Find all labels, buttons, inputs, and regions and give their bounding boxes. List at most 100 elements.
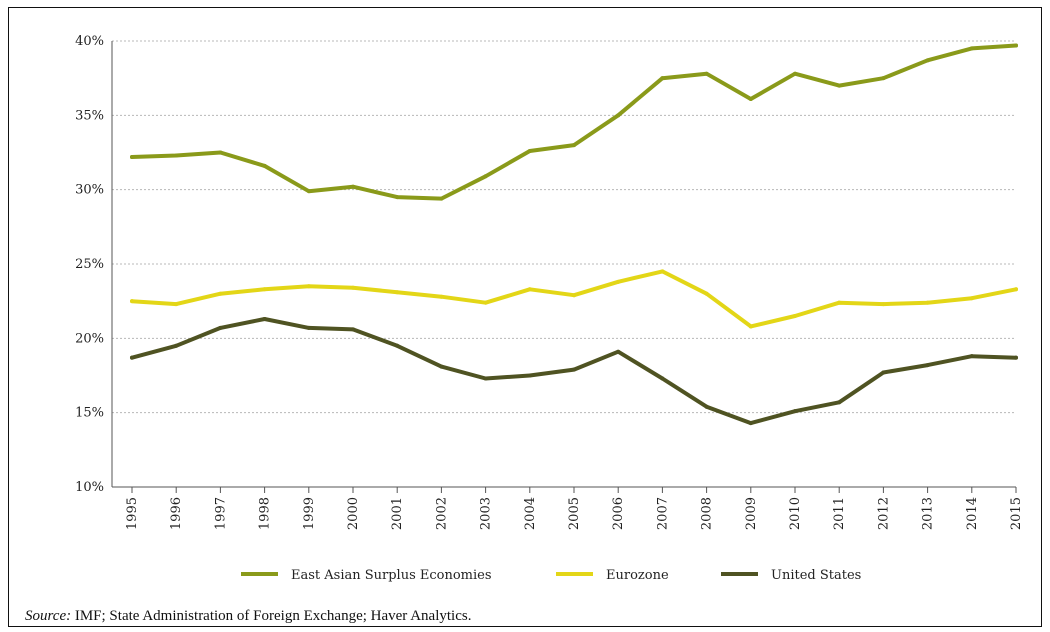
x-tick-label: 2005 [567,497,582,530]
x-tick-label: 2010 [788,497,803,530]
data-point [395,290,400,295]
x-tick-label: 2000 [346,497,361,530]
data-point [1014,43,1018,48]
x-tick-label: 2003 [479,497,494,530]
x-tick-label: 2009 [744,497,759,530]
line-chart: 10% 15% 20% 25% 30% 35% 40% 1995 1996 1997 1998 199… [75,34,1024,583]
data-point [616,349,621,354]
data-point [483,300,488,305]
x-tick-label: 2001 [390,497,405,530]
data-point [262,163,267,168]
data-point [174,343,179,348]
y-tick-label: 30% [75,183,104,198]
x-tick-label: 2004 [523,497,538,530]
x-tick-label: 2007 [655,497,670,530]
data-point [395,343,400,348]
series [130,43,1018,426]
x-tick-label: 1997 [213,497,228,530]
data-point [395,195,400,200]
data-point [881,76,886,81]
data-point [262,317,267,322]
data-point [704,404,709,409]
source-text: IMF; State Administration of Foreign Exc… [71,608,472,624]
data-point [925,58,930,63]
data-point [793,409,797,414]
series-line-east-asian-surplus-economies [130,43,1018,201]
data-point [660,269,665,274]
data-point [351,184,355,189]
x-tick-label: 2013 [921,497,936,530]
data-point [704,71,709,76]
data-point [572,143,576,148]
data-point [527,287,532,292]
legend-label: East Asian Surplus Economies [291,568,492,583]
x-tick-label: 1996 [169,497,184,530]
x-tick-label: 1998 [258,497,273,530]
x-tick-label: 2012 [876,497,891,530]
data-point [837,300,842,305]
data-point [527,149,532,154]
data-point [572,293,576,298]
x-tick-label: 2006 [611,497,626,530]
data-point [572,367,576,372]
x-tick-label: 2002 [434,497,449,530]
y-tick-label: 40% [75,34,104,49]
chart-frame: 10% 15% 20% 25% 30% 35% 40% 1995 1996 1997 1998 199… [8,7,1042,627]
grid [112,40,1016,414]
data-point [174,153,179,158]
x-tick-label: 1999 [302,497,317,530]
y-tick-label: 20% [75,331,104,346]
y-tick-label: 35% [75,108,104,123]
data-point [306,284,311,289]
data-point [527,373,532,378]
y-tick-label: 10% [75,480,104,495]
data-point [218,291,223,296]
data-point [793,314,797,319]
data-point [616,113,621,118]
data-point [660,376,665,381]
x-tick-label: 2011 [832,497,847,530]
x-tick-label: 1995 [125,497,140,530]
data-point [262,287,267,292]
axes: 10% 15% 20% 25% 30% 35% 40% 1995 1996 1997 1998 199… [75,34,1024,530]
legend-label: Eurozone [606,568,669,583]
data-point [704,291,709,296]
data-point [837,83,842,88]
x-tick-label: 2015 [1009,497,1024,530]
y-tick-label: 25% [75,257,104,272]
data-point [793,71,797,76]
data-point [748,96,753,101]
data-point [660,76,665,81]
data-point [130,299,134,304]
data-point [439,294,444,299]
data-point [1014,355,1018,360]
legend: East Asian Surplus Economies Eurozone Unit… [241,568,861,583]
data-point [925,300,930,305]
data-point [616,279,621,284]
data-point [483,376,488,381]
data-point [218,325,223,330]
data-point [969,354,974,359]
data-point [439,364,444,369]
data-point [218,150,223,155]
x-tick-label: 2014 [965,497,980,530]
source-note: Source: IMF; State Administration of For… [25,608,471,625]
data-point [837,400,842,405]
data-point [351,327,355,332]
data-point [130,355,134,360]
data-point [1014,287,1018,292]
data-point [969,46,974,51]
data-point [351,285,355,290]
y-tick-label: 15% [75,406,104,421]
data-point [306,189,311,194]
data-point [483,174,488,179]
data-point [439,196,444,201]
legend-label: United States [771,568,861,583]
data-point [881,302,886,307]
data-point [925,363,930,368]
data-point [969,296,974,301]
source-prefix: Source: [25,608,72,624]
data-point [130,154,134,159]
data-point [881,370,886,375]
x-tick-label: 2008 [700,497,715,530]
